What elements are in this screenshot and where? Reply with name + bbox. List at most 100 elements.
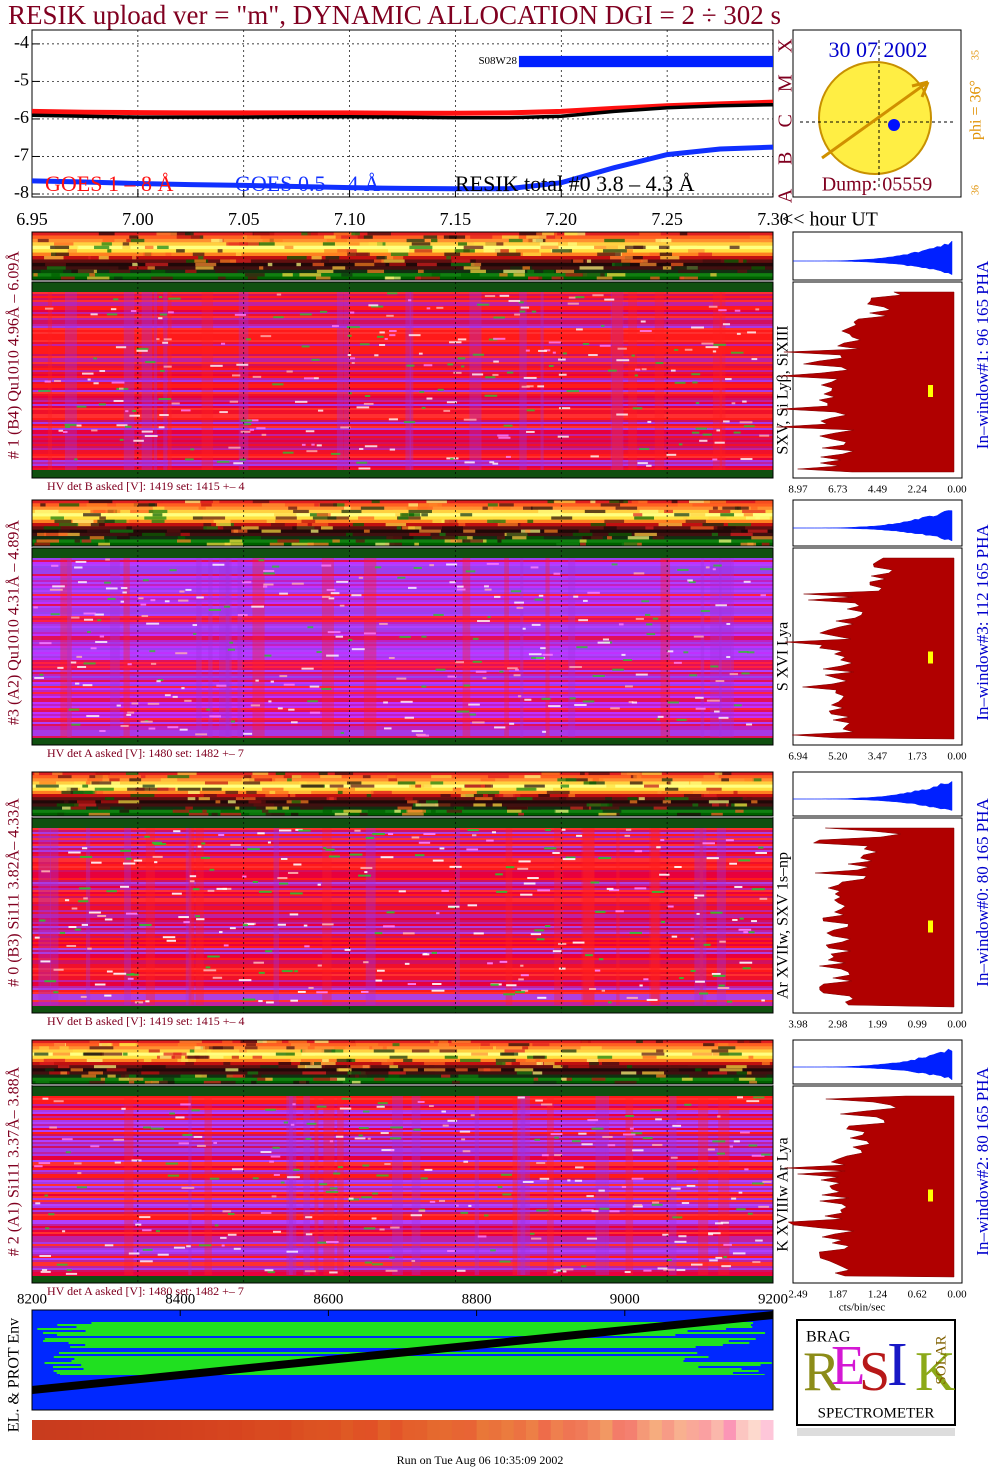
spectro-speck [351, 361, 355, 364]
spectro-speck [509, 722, 515, 725]
spectro-speck [127, 663, 132, 666]
strip-speck [331, 1049, 344, 1053]
spectro-row [32, 628, 773, 630]
spectro-speck [621, 653, 626, 656]
strip-speck [706, 787, 722, 791]
strip-speck [580, 542, 586, 546]
spectro-speck [695, 427, 707, 430]
spectro-speck [707, 1148, 715, 1151]
spectro-speck [423, 364, 433, 367]
strip-speck [714, 772, 723, 776]
strip-speck [626, 249, 633, 253]
strip-speck [607, 536, 612, 540]
spectro-row [32, 1146, 773, 1148]
spectro-speck [723, 1243, 732, 1246]
strip-speck [733, 1077, 740, 1081]
strip-speck [341, 235, 365, 239]
strip-speck [408, 513, 421, 517]
spectro-speck [83, 662, 96, 665]
strip-speck [313, 1062, 321, 1066]
strip-speck [442, 526, 464, 530]
spectro-speck [652, 1201, 659, 1204]
spectro-speck [586, 1237, 598, 1240]
spectro-row [32, 1252, 773, 1254]
strip-speck [57, 775, 72, 779]
spectro-speck [449, 865, 462, 868]
spectro-row [32, 342, 773, 344]
spectro-speck [714, 710, 720, 713]
spectro-row [32, 994, 773, 996]
strip-speck [223, 1062, 231, 1066]
strip-speck [35, 1080, 50, 1084]
spectro-speck [148, 727, 156, 730]
strip-speck [502, 256, 517, 260]
strip-speck [477, 1068, 502, 1072]
spectro-speck [441, 1110, 446, 1113]
spectro-col [363, 558, 377, 737]
spectro-row [32, 980, 773, 982]
spectro-speck [466, 848, 479, 851]
lines-label: SXV, Si Lyβ, SiXIII [775, 325, 792, 454]
strip-speck [421, 513, 428, 517]
spectro-speck [632, 1205, 643, 1208]
spectro-speck [389, 334, 396, 337]
strip-band [32, 276, 773, 281]
strip-speck [568, 1065, 590, 1069]
spectro-speck [711, 972, 721, 975]
colorbar-cell [279, 1420, 292, 1440]
colorbar-cell [600, 1420, 613, 1440]
spectro-speck [131, 702, 139, 705]
strip-speck [211, 812, 218, 816]
spectro-col [699, 828, 704, 1005]
spectro-row [32, 830, 773, 832]
spectro-speck [477, 1235, 487, 1238]
flare-class: A [775, 188, 797, 203]
spectro-speck [741, 672, 750, 675]
sun-date: 30 07 2002 [829, 37, 928, 62]
spectro-speck [710, 665, 719, 668]
strip-speck [125, 772, 139, 776]
spectro-row [32, 352, 773, 354]
spectro-speck [731, 1197, 737, 1200]
band-frame [31, 1309, 774, 1411]
colorbar-cell [587, 1420, 601, 1440]
spectro-row [32, 880, 773, 882]
strip-speck [194, 1046, 205, 1050]
spectro-speck [695, 707, 706, 710]
spectro-row [32, 1164, 773, 1166]
spectro-speck [404, 962, 410, 965]
strip-speck [220, 526, 242, 530]
strip-speck [177, 536, 186, 540]
strip-speck [258, 242, 275, 246]
strip-speck [203, 1046, 209, 1050]
spectro-speck [687, 579, 693, 582]
strip-speck [367, 809, 386, 813]
spectro-speck [513, 674, 521, 677]
strip-speck [451, 259, 471, 263]
spectro-speck [231, 1168, 244, 1171]
strip-speck [203, 526, 218, 530]
strip-speck [389, 1055, 408, 1059]
spectro-speck [73, 1162, 82, 1165]
spectro-speck [701, 342, 714, 345]
strip-frame [31, 231, 774, 281]
strip-speck [640, 259, 648, 263]
strip-speck [589, 1062, 599, 1066]
spectro-speck [305, 430, 315, 433]
strip-speck [220, 259, 237, 263]
spectro-speck [692, 1168, 696, 1171]
strip-speck [70, 1068, 84, 1072]
spectro-speck [80, 995, 87, 998]
spectro-row [32, 364, 773, 366]
strip-speck [711, 532, 718, 537]
spectro-speck [515, 668, 519, 671]
spectro-speck [518, 978, 524, 981]
spectro-speck [762, 1180, 772, 1183]
strip-speck [201, 516, 226, 520]
spectro-speck [329, 1140, 334, 1143]
strip-speck [363, 529, 370, 533]
spectro-speck [119, 438, 124, 441]
strip-band [32, 1077, 773, 1082]
spectro-speck [386, 911, 395, 914]
strip-speck [106, 1068, 127, 1072]
